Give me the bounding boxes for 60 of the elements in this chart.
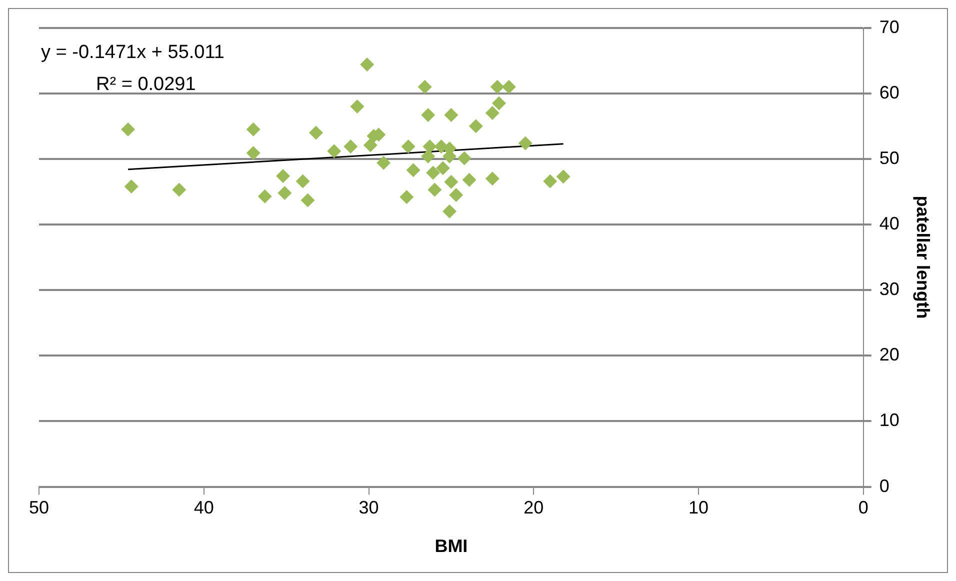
- point: [418, 80, 432, 94]
- y-axis-title: patellar length: [913, 196, 934, 319]
- point: [502, 80, 516, 94]
- point: [300, 193, 315, 208]
- point: [327, 144, 342, 158]
- point: [363, 138, 378, 152]
- point: [436, 161, 450, 176]
- point: [485, 172, 500, 186]
- point: [468, 119, 483, 134]
- point: [246, 122, 260, 136]
- annotation: y = -0.1471x + 55.011: [41, 42, 224, 64]
- point: [121, 122, 136, 136]
- point: [442, 204, 457, 218]
- y-tick-label: 70: [879, 16, 900, 37]
- x-tick-label: 0: [858, 498, 868, 518]
- point: [350, 99, 364, 114]
- point: [490, 80, 504, 94]
- y-tick-label: 60: [879, 82, 900, 102]
- annotation: R² = 0.0291: [96, 74, 196, 96]
- point: [296, 174, 310, 188]
- point: [124, 179, 138, 194]
- point: [543, 174, 558, 188]
- point: [556, 170, 570, 184]
- point: [172, 182, 186, 197]
- x-tick-label: 20: [524, 498, 544, 518]
- point: [344, 139, 358, 154]
- point: [401, 139, 416, 154]
- x-tick-label: 30: [358, 498, 379, 518]
- y-tick-label: 30: [879, 279, 900, 300]
- point: [276, 168, 290, 183]
- point: [360, 58, 374, 72]
- x-tick-label: 50: [28, 498, 50, 518]
- point: [421, 149, 436, 164]
- point: [421, 108, 436, 122]
- point: [422, 139, 437, 154]
- x-axis-title: BMI: [434, 536, 468, 556]
- point: [518, 136, 532, 150]
- point: [246, 146, 260, 160]
- point: [485, 106, 500, 120]
- point: [428, 182, 442, 197]
- y-tick-label: 20: [879, 344, 900, 365]
- point: [444, 108, 458, 122]
- point: [258, 189, 272, 204]
- point: [376, 156, 391, 170]
- point: [492, 96, 506, 110]
- y-tick-label: 50: [879, 148, 900, 168]
- y-tick-label: 10: [879, 410, 900, 430]
- point: [308, 126, 323, 140]
- point: [457, 151, 472, 166]
- x-tick-label: 40: [194, 498, 214, 518]
- point: [400, 190, 414, 204]
- point: [462, 172, 476, 187]
- point: [278, 186, 292, 200]
- point: [426, 166, 440, 180]
- point: [406, 163, 420, 178]
- x-tick-label: 10: [688, 498, 709, 518]
- y-tick-label: 0: [879, 476, 890, 496]
- point: [444, 174, 458, 189]
- point: [449, 188, 464, 202]
- y-tick-label: 40: [879, 213, 900, 234]
